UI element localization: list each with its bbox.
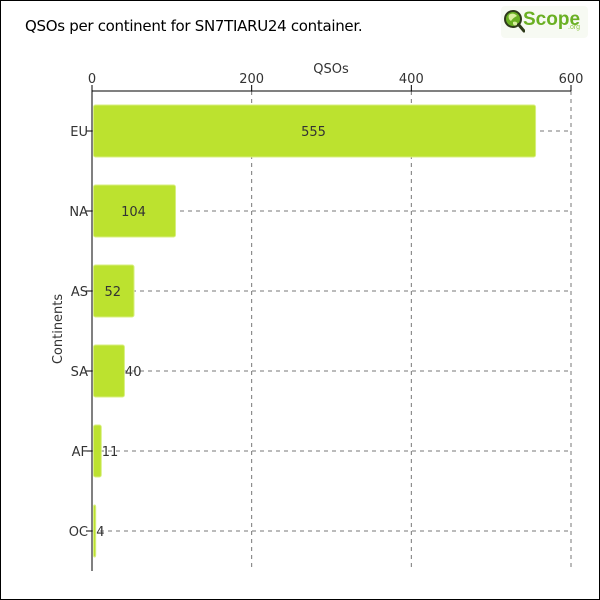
qscope-logo: Scope .org	[501, 6, 588, 38]
bar-value-label: 52	[104, 285, 121, 300]
y-tick-label: SA	[71, 365, 88, 380]
axes: EU NA AS SA AF OC 0 200 400 600	[69, 72, 584, 571]
x-tick-label: 600	[559, 72, 584, 87]
y-axis-title: Continents	[51, 294, 66, 365]
bar	[93, 344, 125, 398]
bar-value-label: 104	[121, 205, 146, 220]
bar	[93, 104, 537, 158]
x-tick-label: 400	[399, 72, 424, 87]
bar	[93, 504, 97, 558]
logo-text: Scope	[523, 9, 581, 30]
x-tick-label: 200	[239, 72, 264, 87]
bar	[93, 184, 177, 238]
x-axis-title: QSOs	[313, 62, 349, 77]
y-tick-label: NA	[69, 205, 88, 220]
bar-value-label: 11	[102, 445, 119, 460]
y-tick-label: OC	[69, 525, 88, 540]
bar-value-label: 555	[301, 125, 326, 140]
x-tick-label: 0	[88, 72, 96, 87]
chart-title: QSOs per continent for SN7TIARU24 contai…	[25, 17, 363, 35]
grid-lines	[92, 91, 572, 571]
bar-value-label: 4	[96, 525, 104, 540]
bar	[93, 264, 135, 318]
y-tick-label: AS	[71, 285, 88, 300]
logo-suffix: .org	[568, 24, 581, 31]
bar-value-label: 40	[125, 365, 142, 380]
bar	[93, 424, 102, 478]
bars: 555 104 52 40 11 4	[93, 104, 537, 558]
magnifier-globe-icon	[504, 10, 525, 33]
y-tick-label: AF	[72, 445, 88, 460]
y-tick-label: EU	[70, 125, 88, 140]
